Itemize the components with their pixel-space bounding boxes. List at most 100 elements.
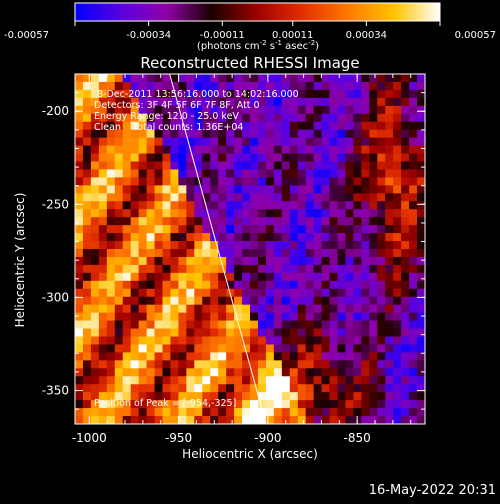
- heatmap-cell: [242, 201, 251, 210]
- heatmap-cell: [210, 328, 219, 338]
- heatmap-cell: [377, 296, 386, 306]
- heatmap-cell: [114, 352, 124, 361]
- heatmap-cell: [305, 288, 315, 298]
- heatmap-cell: [273, 129, 283, 139]
- heatmap-cell: [369, 368, 378, 377]
- heatmap-cell: [170, 249, 179, 258]
- heatmap-cell: [162, 74, 172, 83]
- colorbar-ticks: -0.00057 -0.00034 -0.00011 0.00011 0.00034 0.…: [4, 21, 496, 41]
- heatmap-cell: [90, 328, 100, 338]
- heatmap-cell: [122, 121, 132, 131]
- heatmap-cell: [273, 384, 283, 393]
- heatmap-cell: [313, 241, 323, 250]
- heatmap-cell: [273, 185, 283, 194]
- heatmap-cell: [329, 233, 339, 242]
- heatmap-cell: [273, 304, 283, 314]
- heatmap-cell: [337, 328, 347, 338]
- heatmap-cell: [353, 185, 362, 194]
- heatmap-cell: [281, 408, 291, 417]
- heatmap-cell: [186, 209, 195, 218]
- heatmap-cell: [361, 376, 370, 385]
- heatmap-cell: [162, 193, 172, 202]
- heatmap-cell: [162, 296, 172, 306]
- heatmap-cell: [75, 288, 84, 298]
- heatmap-cell: [353, 384, 362, 393]
- x-tick-label: -850: [344, 431, 371, 445]
- heatmap-cell: [194, 177, 203, 186]
- heatmap-cell: [250, 145, 259, 155]
- heatmap-cell: [90, 352, 100, 361]
- heatmap-cell: [162, 264, 172, 274]
- heatmap-cell: [393, 185, 402, 194]
- heatmap-cell: [226, 416, 235, 424]
- heatmap-cell: [417, 344, 425, 353]
- heatmap-cell: [369, 153, 378, 163]
- heatmap-cell: [337, 153, 347, 163]
- heatmap-cell: [321, 121, 331, 131]
- heatmap-cell: [130, 408, 140, 417]
- heatmap-cell: [138, 296, 148, 306]
- heatmap-cell: [305, 344, 315, 353]
- heatmap-cell: [82, 352, 92, 361]
- heatmap-cell: [345, 416, 354, 424]
- heatmap-cell: [82, 217, 92, 226]
- heatmap-cell: [234, 384, 243, 393]
- heatmap-cell: [353, 249, 362, 258]
- heatmap-cell: [401, 280, 410, 290]
- heatmap-cell: [170, 392, 179, 401]
- heatmap-cell: [281, 392, 291, 401]
- y-axis-label: Heliocentric Y (arcsec): [13, 193, 27, 328]
- heatmap-cell: [138, 368, 148, 377]
- heatmap-cell: [194, 280, 203, 290]
- colorbar-tick-label: -0.00057: [4, 30, 49, 41]
- heatmap-cell: [122, 161, 132, 171]
- heatmap-cell: [393, 169, 402, 178]
- heatmap-cell: [138, 280, 148, 290]
- heatmap-cell: [273, 288, 283, 298]
- heatmap-cell: [297, 312, 307, 322]
- heatmap-cell: [226, 113, 235, 123]
- heatmap-cell: [114, 280, 124, 290]
- heatmap-cell: [369, 81, 378, 91]
- heatmap-cell: [106, 352, 116, 361]
- heatmap-cell: [226, 97, 235, 107]
- heatmap-cell: [75, 233, 84, 242]
- heatmap-cell: [202, 392, 211, 401]
- heatmap-cell: [393, 312, 402, 322]
- heatmap-cell: [194, 288, 203, 298]
- heatmap-cell: [98, 105, 108, 115]
- heatmap-cell: [273, 105, 283, 115]
- heatmap-cell: [250, 225, 259, 234]
- heatmap-cell: [337, 400, 347, 409]
- heatmap-cell: [130, 225, 140, 234]
- heatmap-cell: [401, 105, 410, 115]
- heatmap-cell: [130, 296, 140, 306]
- heatmap-cell: [202, 376, 211, 385]
- heatmap-cell: [218, 256, 227, 266]
- heatmap-cell: [353, 320, 362, 330]
- heatmap-cell: [138, 161, 148, 171]
- heatmap-cell: [321, 169, 331, 178]
- heatmap-cell: [154, 416, 164, 424]
- heatmap-cell: [313, 137, 323, 147]
- heatmap-cell: [361, 384, 370, 393]
- heatmap-cell: [170, 185, 179, 194]
- heatmap-cell: [265, 241, 275, 250]
- heatmap-cell: [98, 201, 108, 210]
- heatmap-cell: [75, 121, 84, 131]
- heatmap-cell: [417, 272, 425, 282]
- heatmap-cell: [321, 368, 331, 377]
- heatmap-cell: [337, 241, 347, 250]
- heatmap-cell: [265, 336, 275, 346]
- heatmap-cell: [194, 241, 203, 250]
- heatmap-cell: [313, 169, 323, 178]
- heatmap-cell: [114, 153, 124, 163]
- heatmap-cell: [226, 384, 235, 393]
- heatmap-cell: [313, 312, 323, 322]
- heatmap-cell: [75, 137, 84, 147]
- heatmap-cell: [281, 97, 291, 107]
- heatmap-cell: [75, 408, 84, 417]
- heatmap-cell: [242, 272, 251, 282]
- heatmap-cell: [345, 249, 354, 258]
- heatmap-cell: [146, 352, 156, 361]
